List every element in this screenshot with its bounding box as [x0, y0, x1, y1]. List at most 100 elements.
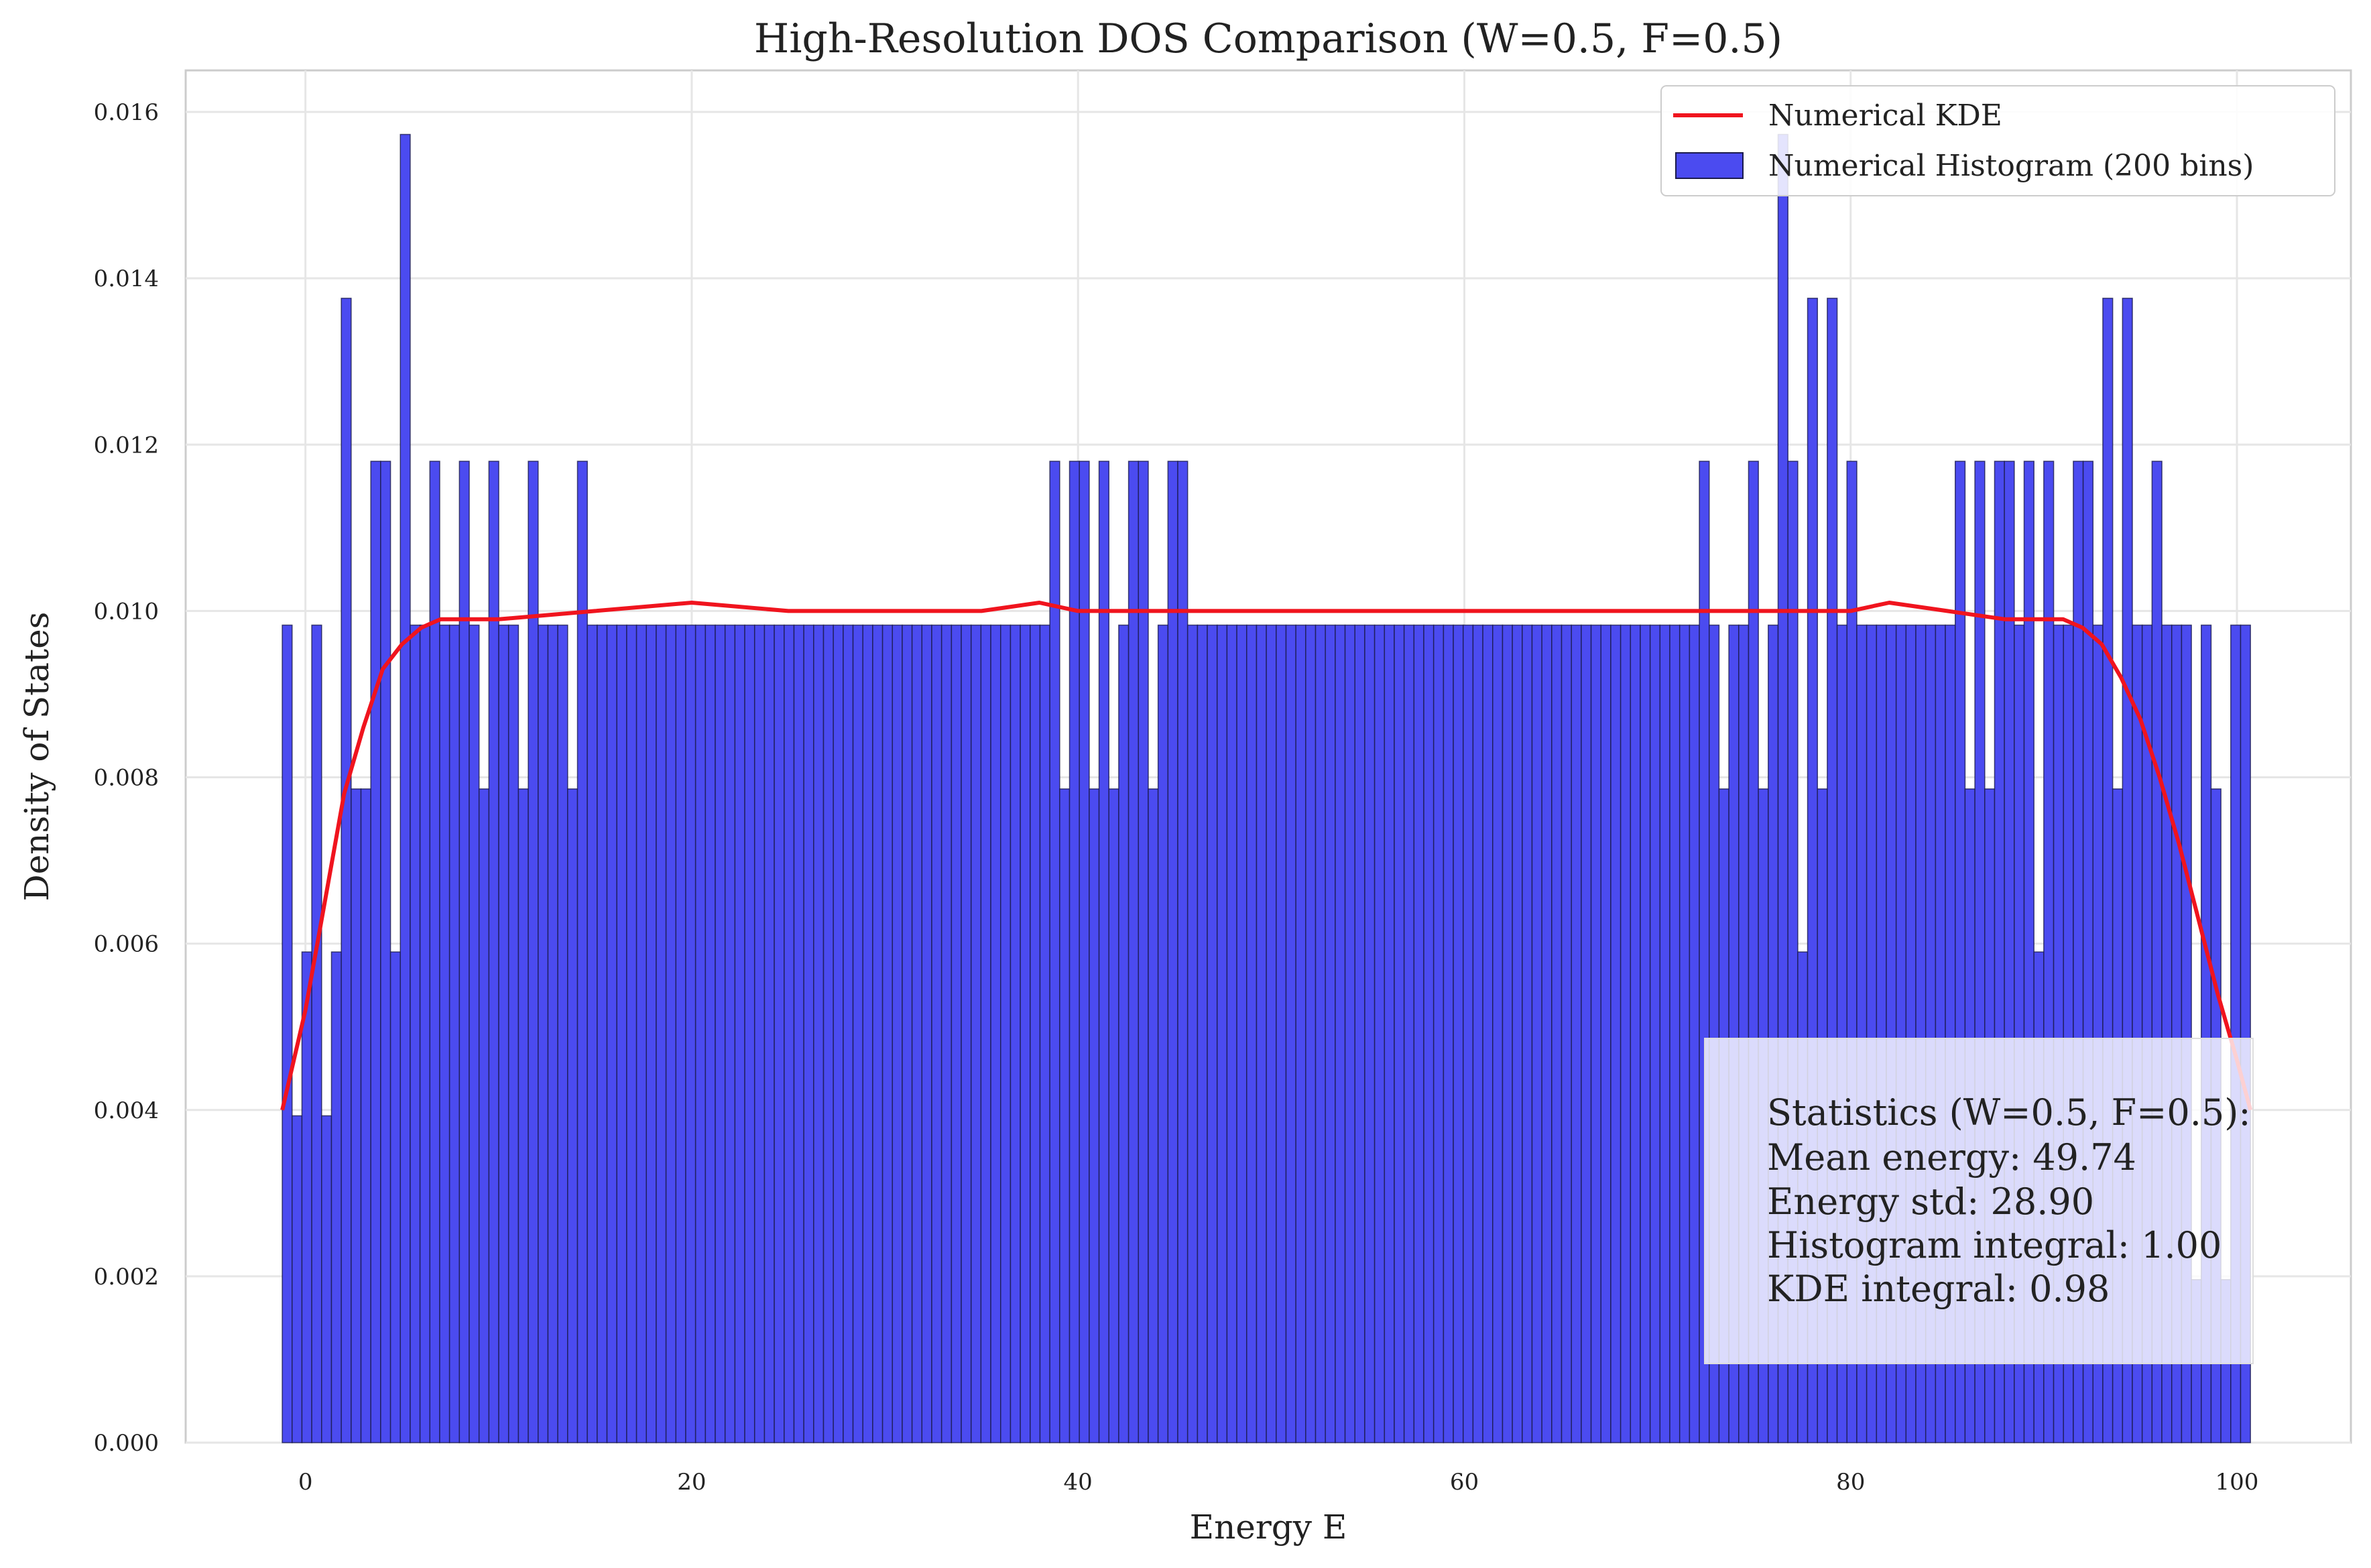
histogram-bar — [1138, 461, 1149, 1443]
histogram-bar — [547, 624, 558, 1443]
histogram-bar — [351, 788, 362, 1443]
histogram-bar — [843, 624, 854, 1443]
histogram-bar — [656, 624, 667, 1443]
histogram-bar — [587, 624, 598, 1443]
histogram-bar — [902, 624, 913, 1443]
histogram-bar — [518, 788, 529, 1443]
histogram-bar — [921, 624, 932, 1443]
histogram-bars — [282, 133, 2251, 1443]
y-tick-label: 0.006 — [94, 931, 159, 958]
histogram-bar — [1148, 788, 1159, 1443]
legend-histogram-swatch — [1675, 152, 1744, 179]
statistics-histogram-integral: Histogram integral: 1.00 — [1767, 1224, 2222, 1266]
statistics-heading: Statistics (W=0.5, F=0.5): — [1767, 1091, 2251, 1134]
histogram-bar — [694, 624, 707, 1443]
y-tick-label: 0.010 — [94, 598, 159, 625]
histogram-bar — [823, 624, 834, 1443]
histogram-bar — [1433, 624, 1445, 1443]
legend: Numerical KDE Numerical Histogram (200 b… — [1660, 85, 2335, 196]
histogram-bar — [784, 624, 795, 1443]
histogram-bar — [1502, 624, 1513, 1443]
histogram-bar — [1128, 461, 1140, 1443]
histogram-bar — [764, 624, 775, 1443]
histogram-bar — [439, 624, 450, 1443]
histogram-bar — [1522, 624, 1533, 1443]
histogram-bar — [341, 298, 352, 1443]
histogram-bar — [852, 624, 863, 1443]
histogram-bar — [597, 624, 608, 1443]
histogram-bar — [774, 624, 785, 1443]
histogram-bar — [1640, 624, 1651, 1443]
y-axis-label: Density of States — [17, 612, 56, 902]
legend-box — [1660, 85, 2335, 196]
histogram-bar — [576, 461, 588, 1443]
histogram-bar — [1423, 624, 1435, 1443]
histogram-bar — [1108, 788, 1119, 1443]
histogram-bar — [419, 624, 431, 1443]
histogram-bar — [1600, 624, 1612, 1443]
histogram-bar — [724, 624, 736, 1443]
histogram-bar — [1010, 624, 1021, 1443]
y-axis-ticks: 0.000 0.002 0.004 0.006 0.008 0.010 0.012 0.014… — [94, 99, 159, 1457]
histogram-bar — [528, 461, 539, 1443]
histogram-bar — [1413, 624, 1424, 1443]
histogram-bar — [1512, 624, 1523, 1443]
histogram-bar — [1571, 624, 1582, 1443]
histogram-bar — [1059, 788, 1071, 1443]
histogram-bar — [1276, 624, 1287, 1443]
histogram-bar — [311, 624, 322, 1443]
histogram-bar — [478, 788, 490, 1443]
histogram-bar — [1325, 624, 1336, 1443]
histogram-bar — [1394, 624, 1405, 1443]
legend-histogram-label: Numerical Histogram (200 bins) — [1768, 149, 2254, 183]
histogram-bar — [1157, 624, 1169, 1443]
histogram-bar — [881, 624, 894, 1443]
histogram-bar — [616, 624, 627, 1443]
x-tick-label: 100 — [2215, 1469, 2259, 1496]
kde-line — [280, 601, 2253, 1111]
histogram-bar — [833, 624, 844, 1443]
histogram-bar — [1561, 624, 1572, 1443]
histogram-bar — [803, 624, 814, 1443]
histogram-bar — [380, 461, 391, 1443]
x-tick-label: 40 — [1064, 1469, 1093, 1496]
y-tick-label: 0.004 — [94, 1097, 159, 1124]
legend-kde-label: Numerical KDE — [1768, 99, 2002, 133]
histogram-bar — [744, 624, 755, 1443]
histogram-bar — [1679, 624, 1691, 1443]
histogram-bar — [1207, 624, 1218, 1443]
histogram-bar — [1167, 461, 1178, 1443]
histogram-bar — [469, 624, 480, 1443]
histogram-bar — [1236, 624, 1248, 1443]
histogram-bar — [1266, 624, 1277, 1443]
histogram-bar — [1039, 624, 1050, 1443]
histogram-bar — [291, 1115, 303, 1443]
histogram-bar — [1659, 624, 1670, 1443]
y-tick-label: 0.008 — [94, 765, 159, 792]
histogram-bar — [1689, 624, 1700, 1443]
histogram-bar — [990, 624, 1001, 1443]
histogram-bar — [1030, 624, 1041, 1443]
histogram-bar — [1089, 788, 1100, 1443]
histogram-bar — [635, 624, 647, 1443]
histogram-bar — [557, 624, 568, 1443]
histogram-bar — [1098, 461, 1109, 1443]
statistics-box: Statistics (W=0.5, F=0.5): Mean energy: … — [1704, 1038, 2254, 1364]
histogram-bar — [1590, 624, 1602, 1443]
histogram-bar — [1443, 624, 1454, 1443]
histogram-bar — [370, 461, 381, 1443]
histogram-bar — [1285, 624, 1296, 1443]
histogram-bar — [1472, 624, 1483, 1443]
histogram-bar — [1246, 624, 1258, 1443]
histogram-bar — [538, 624, 549, 1443]
histogram-bar — [1531, 624, 1542, 1443]
histogram-bar — [1079, 461, 1090, 1443]
histogram-bar — [1482, 624, 1494, 1443]
histogram-bar — [1354, 624, 1365, 1443]
histogram-bar — [931, 624, 943, 1443]
histogram-bar — [1197, 624, 1208, 1443]
histogram-bar — [459, 461, 470, 1443]
histogram-bar — [360, 788, 371, 1443]
histogram-bar — [793, 624, 804, 1443]
histogram-bar — [429, 461, 440, 1443]
